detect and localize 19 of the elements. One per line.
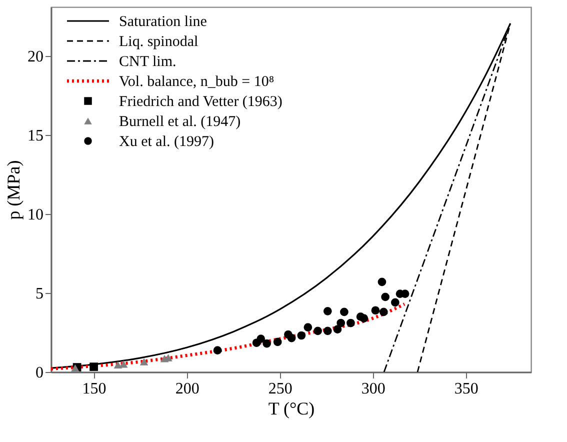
x-tick-label: 250	[268, 380, 292, 398]
x-tick-label: 350	[454, 380, 478, 398]
legend-label: Saturation line	[119, 14, 208, 30]
legend-label: Burnell et al. (1947)	[119, 114, 241, 130]
legend-label: CNT lim.	[119, 54, 176, 70]
legend-label: Liq. spinodal	[119, 34, 198, 50]
y-axis-title: p (MPa)	[4, 160, 24, 220]
x-axis-title: T (°C)	[268, 398, 315, 418]
y-tick-label: 0	[36, 364, 44, 382]
legend-label: Vol. balance, n_bub = 10⁸	[119, 74, 274, 90]
x-tick-label: 200	[175, 380, 200, 398]
y-tick-label: 20	[28, 48, 44, 66]
y-tick-label: 15	[28, 127, 44, 144]
legend-label: Xu et al. (1997)	[119, 134, 214, 150]
y-tick-label: 10	[28, 206, 44, 224]
x-tick-label: 150	[82, 380, 106, 398]
y-tick-label: 5	[36, 285, 44, 302]
legend-label: Friedrich and Vetter (1963)	[119, 94, 282, 110]
x-tick-label: 300	[361, 380, 386, 398]
